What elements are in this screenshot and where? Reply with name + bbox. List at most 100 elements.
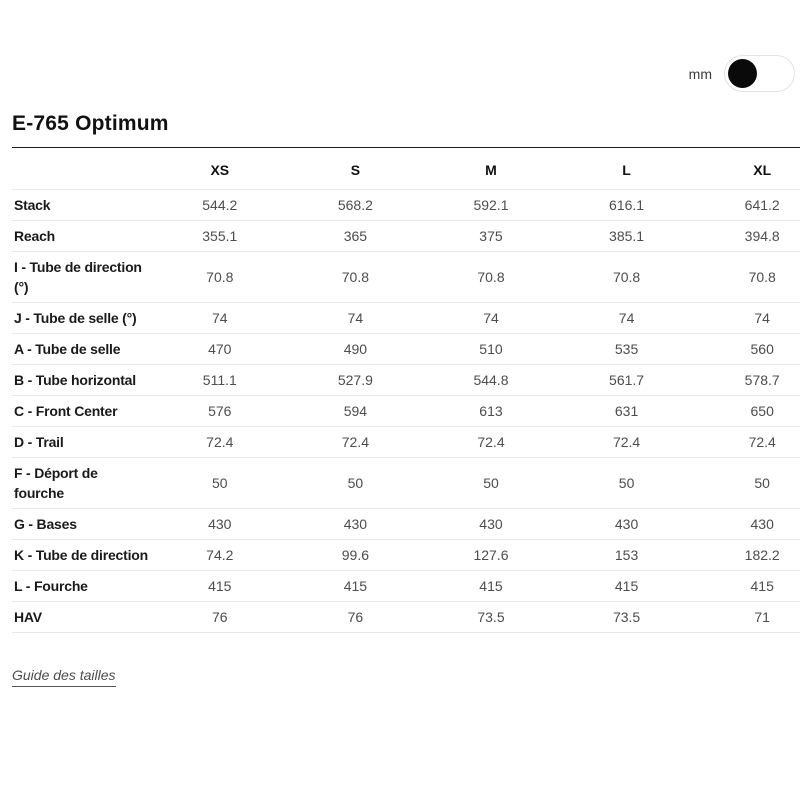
geometry-value: 74.2 bbox=[152, 539, 288, 571]
table-row: Reach 355.1 365 375 385.1 394.8 bbox=[12, 220, 800, 252]
table-row: F - Déport de fourche 50 50 50 50 50 bbox=[12, 457, 800, 509]
geometry-value: 72.4 bbox=[287, 426, 424, 458]
row-label: I - Tube de direction (°) bbox=[12, 251, 152, 303]
row-label: K - Tube de direction bbox=[12, 539, 152, 571]
table-row: I - Tube de direction (°) 70.8 70.8 70.8… bbox=[12, 251, 800, 303]
geometry-value: 50 bbox=[287, 457, 424, 509]
geometry-value: 127.6 bbox=[423, 539, 559, 571]
geometry-value: 430 bbox=[558, 508, 695, 540]
geometry-value: 50 bbox=[694, 457, 800, 509]
geometry-value: 544.8 bbox=[423, 364, 559, 396]
geometry-value: 70.8 bbox=[423, 251, 559, 303]
geometry-value: 430 bbox=[287, 508, 424, 540]
geometry-value: 50 bbox=[423, 457, 559, 509]
table-row: J - Tube de selle (°) 74 74 74 74 74 bbox=[12, 302, 800, 334]
geometry-value: 430 bbox=[694, 508, 800, 540]
geometry-value: 72.4 bbox=[423, 426, 559, 458]
row-label: B - Tube horizontal bbox=[12, 364, 152, 396]
column-header-xs: XS bbox=[152, 148, 288, 190]
geometry-value: 74 bbox=[423, 302, 559, 334]
row-label: A - Tube de selle bbox=[12, 333, 152, 365]
geometry-value: 415 bbox=[558, 570, 695, 602]
geometry-value: 415 bbox=[152, 570, 288, 602]
geometry-value: 71 bbox=[694, 601, 800, 633]
geometry-value: 182.2 bbox=[694, 539, 800, 571]
table-row: C - Front Center 576 594 613 631 650 bbox=[12, 395, 800, 427]
geometry-value: 470 bbox=[152, 333, 288, 365]
geometry-value: 510 bbox=[423, 333, 559, 365]
geometry-value: 527.9 bbox=[287, 364, 424, 396]
geometry-value: 641.2 bbox=[694, 189, 800, 221]
geometry-value: 50 bbox=[152, 457, 288, 509]
geometry-value: 650 bbox=[694, 395, 800, 427]
geometry-value: 561.7 bbox=[558, 364, 695, 396]
corner-header-cell bbox=[12, 148, 152, 190]
geometry-value: 73.5 bbox=[423, 601, 559, 633]
row-label: G - Bases bbox=[12, 508, 152, 540]
geometry-value: 72.4 bbox=[694, 426, 800, 458]
geometry-value: 578.7 bbox=[694, 364, 800, 396]
geometry-value: 72.4 bbox=[558, 426, 695, 458]
geometry-value: 355.1 bbox=[152, 220, 288, 252]
geometry-value: 74 bbox=[558, 302, 695, 334]
geometry-value: 544.2 bbox=[152, 189, 288, 221]
column-header-l: L bbox=[558, 148, 695, 190]
geometry-section: E-765 Optimum XS S M L XL Stack 544.2 56… bbox=[12, 112, 800, 687]
column-header-xl: XL bbox=[694, 148, 800, 190]
geometry-value: 568.2 bbox=[287, 189, 424, 221]
geometry-value: 375 bbox=[423, 220, 559, 252]
unit-label: mm bbox=[688, 65, 712, 82]
table-row: K - Tube de direction 74.2 99.6 127.6 15… bbox=[12, 539, 800, 571]
geometry-value: 490 bbox=[287, 333, 424, 365]
row-label: D - Trail bbox=[12, 426, 152, 458]
geometry-value: 74 bbox=[152, 302, 288, 334]
geometry-value: 70.8 bbox=[694, 251, 800, 303]
geometry-value: 394.8 bbox=[694, 220, 800, 252]
row-label: Reach bbox=[12, 220, 152, 252]
geometry-value: 616.1 bbox=[558, 189, 695, 221]
geometry-value: 594 bbox=[287, 395, 424, 427]
table-row: HAV 76 76 73.5 73.5 71 bbox=[12, 601, 800, 633]
geometry-value: 99.6 bbox=[287, 539, 424, 571]
geometry-value: 631 bbox=[558, 395, 695, 427]
unit-toggle-switch[interactable] bbox=[724, 55, 795, 92]
unit-toggle-bar: mm bbox=[0, 0, 800, 92]
table-row: D - Trail 72.4 72.4 72.4 72.4 72.4 bbox=[12, 426, 800, 458]
column-header-s: S bbox=[287, 148, 424, 190]
geometry-value: 365 bbox=[287, 220, 424, 252]
geometry-value: 613 bbox=[423, 395, 559, 427]
geometry-value: 72.4 bbox=[152, 426, 288, 458]
geometry-value: 70.8 bbox=[287, 251, 424, 303]
geometry-value: 76 bbox=[287, 601, 424, 633]
geometry-value: 535 bbox=[558, 333, 695, 365]
table-row: A - Tube de selle 470 490 510 535 560 bbox=[12, 333, 800, 365]
table-row: L - Fourche 415 415 415 415 415 bbox=[12, 570, 800, 602]
geometry-value: 153 bbox=[558, 539, 695, 571]
geometry-value: 415 bbox=[287, 570, 424, 602]
geometry-value: 430 bbox=[423, 508, 559, 540]
table-row: Stack 544.2 568.2 592.1 616.1 641.2 bbox=[12, 189, 800, 221]
geometry-value: 70.8 bbox=[558, 251, 695, 303]
row-label: HAV bbox=[12, 601, 152, 633]
geometry-value: 76 bbox=[152, 601, 288, 633]
page-title: E-765 Optimum bbox=[12, 112, 800, 148]
row-label: C - Front Center bbox=[12, 395, 152, 427]
geometry-value: 415 bbox=[694, 570, 800, 602]
geometry-value: 430 bbox=[152, 508, 288, 540]
table-header-row: XS S M L XL bbox=[12, 148, 800, 190]
geometry-table: XS S M L XL Stack 544.2 568.2 592.1 616.… bbox=[12, 148, 800, 633]
row-label: Stack bbox=[12, 189, 152, 221]
geometry-value: 74 bbox=[694, 302, 800, 334]
row-label: F - Déport de fourche bbox=[12, 457, 152, 509]
geometry-value: 415 bbox=[423, 570, 559, 602]
column-header-m: M bbox=[423, 148, 559, 190]
unit-toggle-knob[interactable] bbox=[728, 59, 757, 88]
geometry-value: 592.1 bbox=[423, 189, 559, 221]
geometry-value: 74 bbox=[287, 302, 424, 334]
geometry-value: 50 bbox=[558, 457, 695, 509]
geometry-value: 560 bbox=[694, 333, 800, 365]
footer: Guide des tailles bbox=[12, 667, 800, 687]
row-label: J - Tube de selle (°) bbox=[12, 302, 152, 334]
geometry-value: 511.1 bbox=[152, 364, 288, 396]
size-guide-link[interactable]: Guide des tailles bbox=[12, 667, 116, 687]
